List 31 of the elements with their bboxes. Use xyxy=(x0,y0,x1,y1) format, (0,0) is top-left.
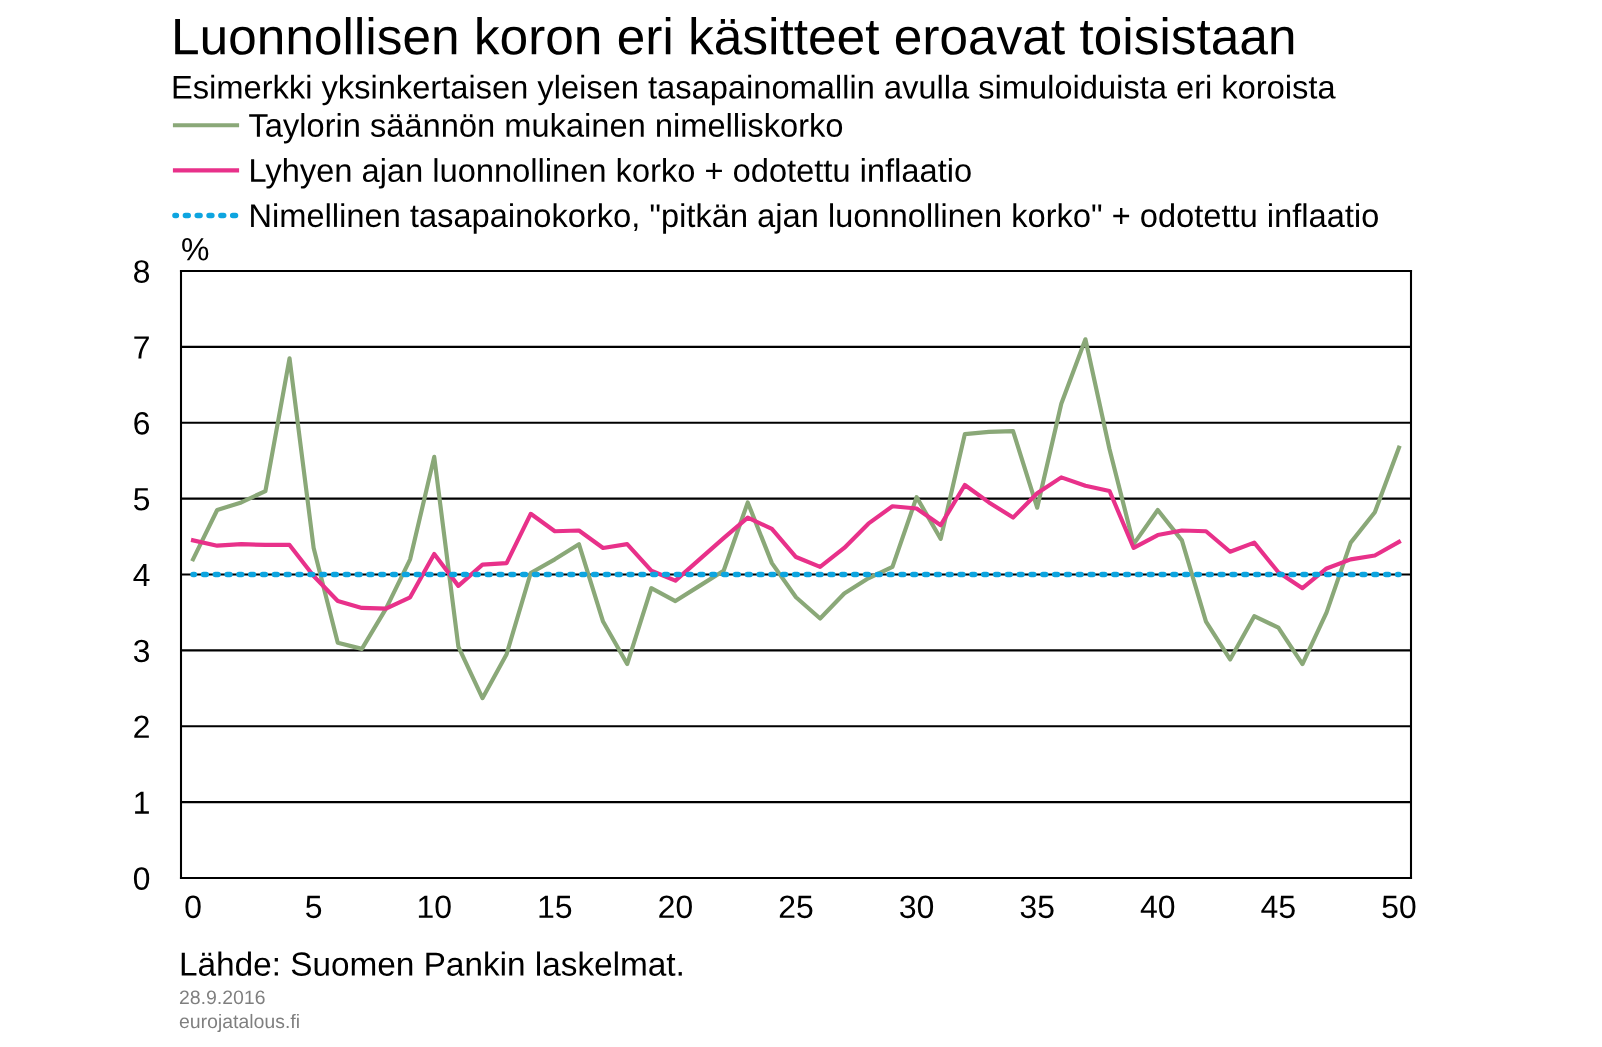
y-tick-label: 5 xyxy=(133,488,150,511)
x-tick-label: 40 xyxy=(1140,895,1175,919)
line-series xyxy=(190,337,1402,701)
y-tick-label: 4 xyxy=(133,564,150,587)
x-tick-label: 10 xyxy=(418,895,451,919)
x-tick-label: 0 xyxy=(185,895,201,919)
text: Lähde: Suomen Pankin laskelmat. xyxy=(181,951,682,976)
y-tick-label: 3 xyxy=(133,639,150,663)
y-tick-label: 7 xyxy=(134,336,149,359)
legend-label: Lyhyen ajan luonnollinen korko + odotettu inflaatio xyxy=(251,158,971,189)
legend-label: Nimellinen tasapainokorko, "pitkän ajan luonnollinen korko" + odotettu inflaatio xyxy=(251,203,1378,234)
text: 28.9.2016 xyxy=(179,990,265,1005)
y-tick-label: 6 xyxy=(134,412,150,435)
x-tick-label: 15 xyxy=(539,895,572,919)
x-tick-label: 30 xyxy=(900,895,934,919)
y-tick-label: 2 xyxy=(134,715,149,738)
y-tick-label: 0 xyxy=(133,867,150,890)
x-tick-label: 35 xyxy=(1020,895,1054,919)
x-tick-label: 20 xyxy=(659,895,692,919)
chart-subtitle: Esimerkki yksinkertaisen yleisen tasapainomallin avulla simuloiduista eri koroista xyxy=(173,74,1336,106)
legend-label: Taylorin säännön mukainen nimelliskorko xyxy=(249,113,843,144)
chart-title: Luonnollisen koron eri käsitteet eroavat toisistaan xyxy=(175,17,1294,55)
x-tick-label: 45 xyxy=(1261,895,1295,919)
text: eurojatalous.fi xyxy=(179,1013,299,1033)
x-tick-label: 5 xyxy=(306,895,322,919)
y-tick-label: 8 xyxy=(134,260,150,283)
y-tick-label: 1 xyxy=(135,791,149,814)
x-tick-label: 50 xyxy=(1382,895,1416,919)
line-series xyxy=(190,475,1402,611)
y-axis-title: % xyxy=(182,238,209,261)
x-tick-label: 25 xyxy=(779,895,813,919)
